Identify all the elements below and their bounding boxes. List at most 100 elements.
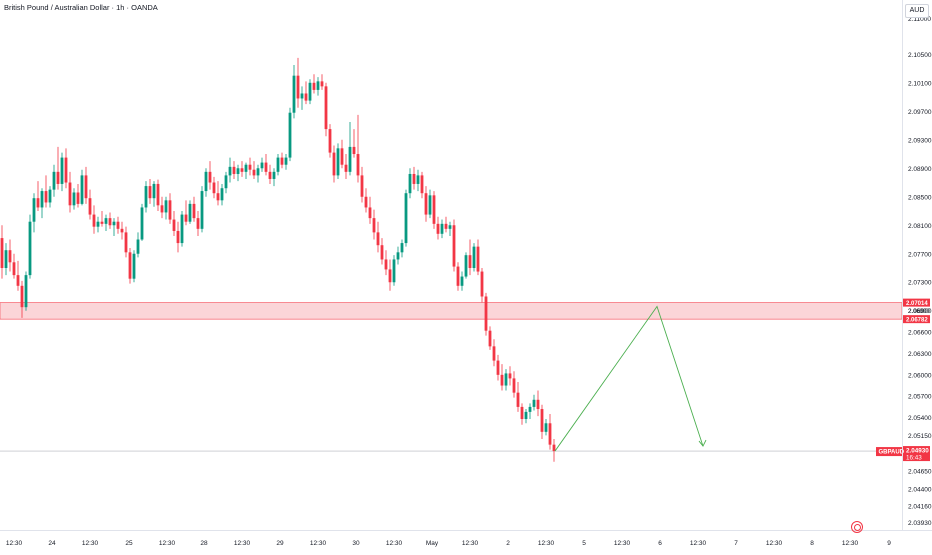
candle-body (228, 166, 232, 176)
last-price-countdown: 16:43 (906, 455, 922, 462)
zone-price-label: 2.07014 (906, 301, 928, 307)
candle-body (88, 198, 92, 215)
candle-body (276, 157, 280, 172)
candle-body (300, 93, 304, 99)
candle-body (108, 218, 112, 226)
candle-body (504, 373, 508, 386)
price-tick-label: 2.05150 (908, 433, 932, 440)
candle-body (164, 200, 168, 213)
time-tick-label: 12:30 (310, 540, 327, 547)
candle-body (84, 175, 88, 199)
price-tick-label: 2.06000 (908, 372, 932, 379)
candle-body (396, 252, 400, 260)
candle-body (552, 444, 556, 452)
candle-body (352, 146, 356, 155)
candle-body (524, 411, 528, 420)
price-tick-label: 2.08100 (908, 223, 932, 230)
time-tick-label: 29 (276, 540, 284, 547)
candle-body (500, 374, 504, 386)
candle-body (120, 228, 124, 233)
time-tick-label: 12:30 (6, 540, 23, 547)
time-tick-label: May (426, 540, 439, 547)
time-tick-label: 12:30 (82, 540, 99, 547)
last-price-tag (903, 446, 930, 462)
candle-body (280, 157, 284, 165)
candle-body (0, 238, 4, 268)
time-tick-label: 8 (810, 540, 814, 547)
candle-body (292, 75, 296, 113)
candle-body (76, 192, 80, 204)
time-tick-label: 12:30 (386, 540, 403, 547)
candle-body (8, 250, 12, 263)
candle-body (52, 171, 56, 190)
candle-body (316, 81, 320, 90)
candle-body (364, 196, 368, 208)
candle-body (144, 186, 148, 208)
candle-body (256, 168, 260, 176)
time-tick-label: 12:30 (462, 540, 479, 547)
candle-body (540, 409, 544, 432)
candle-body (208, 171, 212, 183)
time-tick-label: 12:30 (614, 540, 631, 547)
candle-body (200, 191, 204, 229)
candle-body (416, 175, 420, 184)
time-tick-label: 12:30 (159, 540, 176, 547)
candle-body (476, 246, 480, 272)
price-tick-label: 2.04160 (908, 503, 932, 510)
candle-body (372, 218, 376, 233)
candle-body (432, 195, 436, 224)
candle-body (464, 255, 468, 277)
candle-body (340, 148, 344, 165)
zone-price-label: 2.06782 (906, 317, 928, 323)
price-tick-label: 2.10500 (908, 52, 932, 59)
price-tick-label: 2.11000 (908, 16, 931, 23)
candle-body (24, 275, 28, 308)
candle-body (484, 296, 488, 331)
candle-body (28, 221, 32, 276)
candle-body (528, 406, 532, 412)
candle-body (224, 175, 228, 189)
candle-body (360, 175, 364, 197)
candle-body (348, 146, 352, 172)
price-tick-label: 2.05700 (908, 394, 932, 401)
candle-body (204, 171, 208, 192)
tradingview-logo-icon[interactable] (851, 521, 863, 533)
currency-button[interactable]: AUD (905, 4, 929, 18)
candle-body (324, 86, 328, 130)
price-tick-label: 2.04400 (908, 486, 932, 493)
price-tick-label: 2.06900 (908, 308, 932, 315)
candle-body (188, 203, 192, 222)
candle-body (532, 399, 536, 407)
projection-arrowhead (698, 439, 707, 447)
time-tick-label: 25 (125, 540, 133, 547)
chart-title: British Pound / Australian Dollar · 1h ·… (4, 3, 158, 12)
candle-body (456, 266, 460, 286)
candle-body (320, 81, 324, 87)
time-tick-label: 12:30 (842, 540, 859, 547)
time-tick-label: 24 (48, 540, 56, 547)
candle-body (232, 166, 236, 174)
price-tick-label: 2.09300 (908, 137, 932, 144)
candle-body (152, 183, 156, 199)
time-tick-label: 6 (658, 540, 662, 547)
price-tick-label: 2.05400 (908, 415, 932, 422)
candle-body (312, 82, 316, 90)
candle-body (336, 148, 340, 176)
candle-body (156, 183, 160, 206)
candle-body (40, 191, 44, 208)
candle-body (184, 214, 188, 222)
candle-body (128, 252, 132, 279)
candle-body (252, 169, 256, 176)
zone-price-tag (903, 298, 930, 307)
candle-body (356, 154, 360, 176)
candle-body (460, 276, 464, 286)
candle-body (404, 193, 408, 244)
candle-body (32, 198, 36, 222)
candle-body (96, 221, 100, 227)
candle-body (48, 189, 52, 203)
candle-body (112, 221, 116, 226)
price-tick-label: 2.06300 (908, 351, 932, 358)
price-tick-label: 2.10100 (908, 80, 932, 87)
